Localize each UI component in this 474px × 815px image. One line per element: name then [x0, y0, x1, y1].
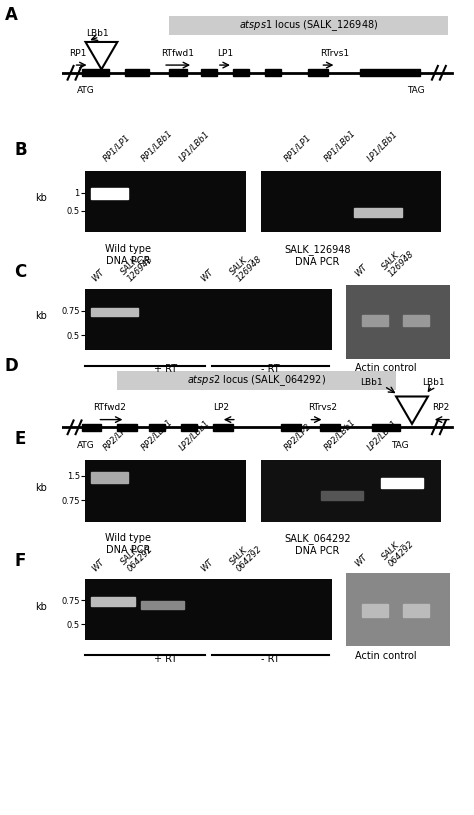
Text: $\it{atsps1}$ locus (SALK_126948): $\it{atsps1}$ locus (SALK_126948) — [239, 18, 378, 33]
Bar — [125, 69, 149, 76]
Text: RTfwd2: RTfwd2 — [93, 403, 127, 412]
Bar — [381, 478, 423, 488]
Text: LP2/LBb1: LP2/LBb1 — [365, 418, 399, 452]
Text: LBb1: LBb1 — [360, 377, 383, 386]
Text: LP1: LP1 — [217, 49, 233, 58]
FancyBboxPatch shape — [169, 15, 448, 35]
Text: LP1/LBb1: LP1/LBb1 — [178, 129, 212, 163]
Text: Wild type
DNA PCR: Wild type DNA PCR — [105, 244, 151, 267]
Bar — [264, 69, 281, 76]
Text: SALK_064292
DNA PCR: SALK_064292 DNA PCR — [284, 533, 351, 556]
Text: B: B — [14, 141, 27, 159]
Text: kb: kb — [36, 601, 47, 611]
Bar — [362, 604, 388, 617]
Text: RTrvs2: RTrvs2 — [309, 403, 337, 412]
Text: RTrvs1: RTrvs1 — [320, 49, 349, 58]
Bar — [281, 424, 301, 430]
Text: LP2: LP2 — [213, 403, 229, 412]
FancyBboxPatch shape — [118, 369, 396, 390]
Text: ATG: ATG — [77, 441, 94, 450]
Text: RP1: RP1 — [70, 49, 87, 58]
Text: + RT: + RT — [155, 654, 177, 663]
Text: kb: kb — [36, 482, 47, 492]
Text: LP1/LBb1: LP1/LBb1 — [365, 129, 399, 163]
Bar — [213, 424, 233, 430]
Bar — [91, 307, 137, 316]
Bar — [91, 597, 135, 606]
Bar — [321, 491, 363, 500]
Bar — [91, 472, 128, 483]
Text: LP2/LBb1: LP2/LBb1 — [178, 418, 212, 452]
Text: RP2: RP2 — [432, 403, 449, 412]
Bar — [141, 601, 184, 610]
Text: A: A — [5, 7, 18, 24]
Bar — [360, 69, 420, 76]
Bar — [372, 424, 400, 430]
Text: TAG: TAG — [407, 86, 425, 95]
Text: TAG: TAG — [391, 441, 409, 450]
Text: WT: WT — [353, 263, 369, 279]
Text: RP1/LP1: RP1/LP1 — [102, 133, 132, 163]
Text: WT: WT — [353, 553, 369, 568]
Bar — [169, 69, 187, 76]
Text: RP1/LBb1: RP1/LBb1 — [140, 128, 174, 163]
Text: WT: WT — [90, 557, 106, 573]
Bar — [82, 69, 109, 76]
Text: Wild type
DNA PCR: Wild type DNA PCR — [105, 533, 151, 555]
Text: RP1/LP1: RP1/LP1 — [282, 133, 312, 163]
Text: + RT: + RT — [155, 364, 177, 374]
Text: RP2/LBb1: RP2/LBb1 — [322, 417, 357, 452]
Bar — [403, 604, 429, 617]
Bar — [403, 315, 429, 325]
Text: kb: kb — [36, 311, 47, 321]
Text: D: D — [5, 357, 18, 375]
Text: Actin control: Actin control — [356, 650, 417, 660]
Text: SALK_
126948: SALK_ 126948 — [228, 247, 264, 284]
Text: RP2/LBb1: RP2/LBb1 — [140, 417, 174, 452]
Text: RP2/LP2: RP2/LP2 — [282, 422, 312, 452]
Text: RP2/LP2: RP2/LP2 — [102, 422, 132, 452]
Bar — [201, 69, 217, 76]
Text: SALK_
064292: SALK_ 064292 — [228, 536, 264, 573]
Text: LBb1: LBb1 — [86, 29, 109, 38]
Text: F: F — [14, 553, 26, 570]
Text: SALK_
126948: SALK_ 126948 — [379, 242, 416, 279]
Text: - RT: - RT — [261, 364, 280, 374]
Bar — [91, 187, 128, 199]
Text: - RT: - RT — [261, 654, 280, 663]
Text: RTfwd1: RTfwd1 — [161, 49, 194, 58]
Bar — [82, 424, 101, 430]
Bar — [118, 424, 137, 430]
Bar — [362, 315, 388, 325]
Text: WT: WT — [199, 268, 215, 284]
Bar — [309, 69, 328, 76]
Text: SALK_
064292: SALK_ 064292 — [118, 536, 155, 573]
Text: C: C — [14, 263, 27, 281]
Text: SALK_126948
DNA PCR: SALK_126948 DNA PCR — [284, 244, 351, 267]
Text: SALK_
064292: SALK_ 064292 — [379, 531, 416, 568]
Bar — [320, 424, 340, 430]
Text: E: E — [14, 430, 26, 448]
Text: kb: kb — [36, 193, 47, 203]
Text: ATG: ATG — [77, 86, 94, 95]
Text: RP1/LBb1: RP1/LBb1 — [322, 128, 357, 163]
Bar — [233, 69, 249, 76]
Text: LBb1: LBb1 — [422, 377, 445, 386]
Bar — [149, 424, 165, 430]
Bar — [181, 424, 197, 430]
Text: SALK_
126948: SALK_ 126948 — [118, 247, 155, 284]
Bar — [354, 208, 402, 217]
Text: WT: WT — [199, 557, 215, 573]
Text: Actin control: Actin control — [356, 363, 417, 372]
Text: $\it{atsps2}$ locus (SALK_064292): $\it{atsps2}$ locus (SALK_064292) — [187, 372, 326, 388]
Text: WT: WT — [90, 268, 106, 284]
